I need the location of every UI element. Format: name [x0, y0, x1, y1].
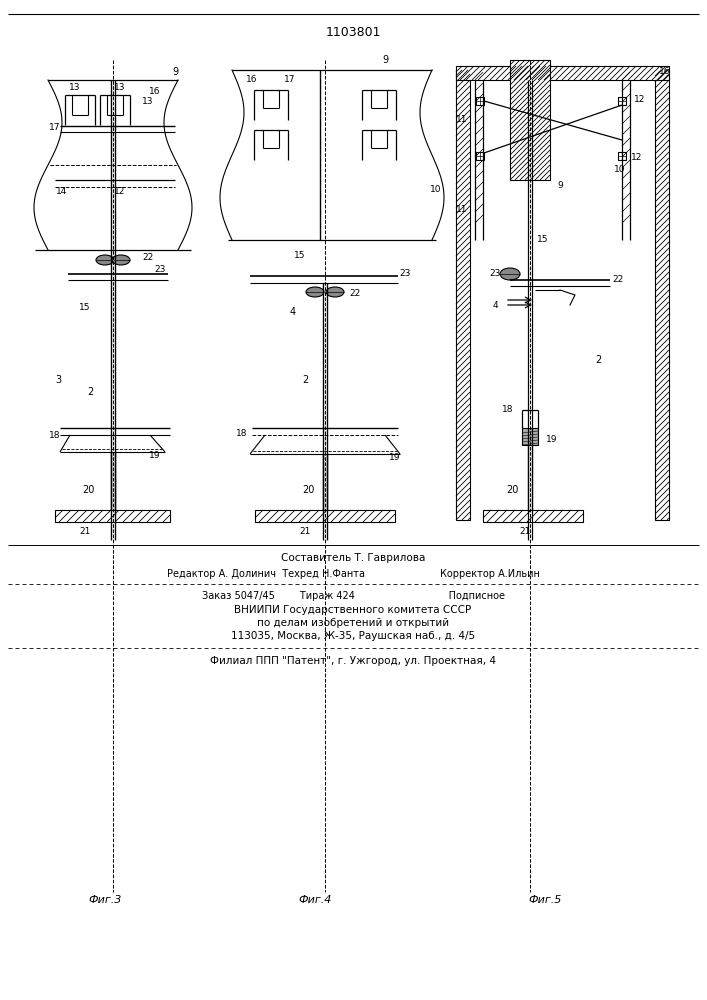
Bar	[456, 70, 470, 520]
Text: 2: 2	[87, 387, 93, 397]
Bar	[456, 66, 669, 80]
Bar	[618, 97, 626, 105]
Text: 19: 19	[390, 452, 401, 462]
Text: 9: 9	[557, 180, 563, 190]
Text: Редактор А. Долинич  Техред Н.Фанта                        Корректор А.Ильин: Редактор А. Долинич Техред Н.Фанта Корре…	[167, 569, 539, 579]
Text: 1103801: 1103801	[325, 25, 381, 38]
Text: 20: 20	[506, 485, 518, 495]
Ellipse shape	[112, 255, 130, 265]
Text: 12: 12	[634, 96, 645, 104]
Text: 16: 16	[659, 68, 671, 77]
Text: 16: 16	[246, 76, 258, 85]
Text: 15: 15	[537, 235, 549, 244]
Text: 13: 13	[142, 98, 153, 106]
Text: 20: 20	[82, 485, 94, 495]
Text: 18: 18	[236, 428, 247, 438]
Text: 18: 18	[49, 430, 61, 440]
Text: 16: 16	[149, 88, 160, 97]
Text: 113035, Москва, Ж-35, Раушская наб., д. 4/5: 113035, Москва, Ж-35, Раушская наб., д. …	[231, 631, 475, 641]
Text: 22: 22	[349, 290, 361, 298]
Text: 13: 13	[115, 84, 126, 93]
Text: 2: 2	[302, 375, 308, 385]
Text: 14: 14	[57, 188, 68, 196]
Text: 23: 23	[154, 265, 165, 274]
Text: 4: 4	[492, 300, 498, 310]
Bar	[476, 152, 484, 160]
Text: 15: 15	[294, 250, 305, 259]
Text: 3: 3	[55, 375, 61, 385]
Text: 9: 9	[172, 67, 178, 77]
Bar	[510, 60, 550, 180]
Text: 12: 12	[115, 188, 126, 196]
Ellipse shape	[306, 287, 324, 297]
Text: 4: 4	[290, 307, 296, 317]
Ellipse shape	[326, 287, 344, 297]
Text: Составитель Т. Гаврилова: Составитель Т. Гаврилова	[281, 553, 425, 563]
Text: 9: 9	[382, 55, 388, 65]
Text: 22: 22	[142, 253, 153, 262]
Text: 18: 18	[502, 406, 514, 414]
Text: 23: 23	[489, 269, 501, 278]
Text: 13: 13	[69, 84, 81, 93]
Bar	[655, 70, 669, 520]
Text: по делам изобретений и открытий: по делам изобретений и открытий	[257, 618, 449, 628]
Text: ВНИИПИ Государственного комитета СССР: ВНИИПИ Государственного комитета СССР	[235, 605, 472, 615]
Text: 10: 10	[431, 186, 442, 194]
Text: Филиал ППП "Патент", г. Ужгород, ул. Проектная, 4: Филиал ППП "Патент", г. Ужгород, ул. Про…	[210, 656, 496, 666]
Ellipse shape	[96, 255, 114, 265]
Text: 19: 19	[149, 450, 160, 460]
Text: 11: 11	[456, 115, 468, 124]
Bar	[476, 97, 484, 105]
Text: 21: 21	[520, 528, 531, 536]
Text: 12: 12	[631, 152, 643, 161]
Text: Фиг.3: Фиг.3	[88, 895, 122, 905]
Bar	[618, 152, 626, 160]
Text: 17: 17	[284, 76, 296, 85]
Bar	[255, 510, 395, 522]
Bar	[483, 510, 583, 522]
Bar	[55, 510, 170, 522]
Text: Фиг.5: Фиг.5	[528, 895, 561, 905]
Text: 15: 15	[79, 304, 90, 312]
Text: 19: 19	[547, 436, 558, 444]
Bar	[522, 428, 538, 445]
Text: 11: 11	[456, 206, 468, 215]
Ellipse shape	[500, 268, 520, 280]
Text: 20: 20	[302, 485, 314, 495]
Text: Заказ 5047/45        Тираж 424                              Подписное: Заказ 5047/45 Тираж 424 Подписное	[201, 591, 505, 601]
Text: 23: 23	[399, 268, 411, 277]
Text: 21: 21	[299, 528, 310, 536]
Text: 21: 21	[79, 528, 90, 536]
Text: 10: 10	[614, 165, 626, 174]
Text: 22: 22	[612, 275, 624, 284]
Text: 17: 17	[49, 123, 61, 132]
Text: Фиг.4: Фиг.4	[298, 895, 332, 905]
Text: 2: 2	[595, 355, 601, 365]
